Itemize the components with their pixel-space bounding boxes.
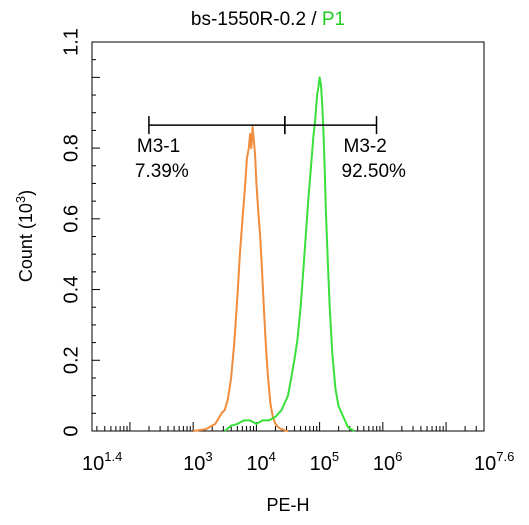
x-tick-exponent: 4	[269, 449, 276, 464]
x-tick-exponent: 1.4	[104, 449, 122, 464]
series-layer	[193, 76, 355, 432]
gate-percent: 7.39%	[135, 161, 189, 182]
chart-title-separator: /	[306, 9, 322, 30]
x-axis-label: PE-H	[266, 495, 309, 515]
x-tick-label: 106	[373, 449, 402, 475]
x-tick-exponent: 6	[395, 449, 402, 464]
x-tick-label: 103	[183, 449, 212, 475]
y-tick-label: 1.1	[60, 28, 82, 56]
x-tick-label: 104	[246, 449, 275, 475]
chart-title-sample: bs-1550R-0.2	[191, 9, 306, 30]
y-axis-ticks: 0 0.2 0.4 0.6 0.8 1.1	[60, 28, 100, 437]
x-tick-base: 10	[310, 453, 332, 475]
gate-name: M3-1	[137, 136, 180, 157]
histogram-series-1	[193, 125, 289, 432]
x-tick-label: 107.6	[474, 449, 514, 475]
gate-layer: M3-1 7.39% M3-2 92.50%	[135, 116, 406, 182]
plot-frame	[91, 41, 485, 432]
histogram-series-2	[224, 76, 355, 432]
y-axis-label: Count (103)	[13, 190, 36, 282]
x-tick-base: 10	[82, 453, 104, 475]
chart-title-gate: P1	[322, 9, 345, 30]
x-tick-label: 101.4	[82, 449, 122, 475]
y-tick-label: 0.4	[60, 276, 82, 304]
gate-percent: 92.50%	[342, 161, 407, 182]
gate-name: M3-2	[344, 136, 387, 157]
x-tick-base: 10	[183, 453, 205, 475]
y-tick-label: 0	[60, 425, 82, 436]
y-axis-label-main: Count (10	[16, 203, 36, 282]
x-tick-exponent: 7.6	[496, 449, 514, 464]
x-tick-exponent: 3	[205, 449, 212, 464]
x-tick-exponent: 5	[332, 449, 339, 464]
y-tick-label: 0.2	[60, 346, 82, 374]
chart-title: bs-1550R-0.2 / P1	[191, 9, 345, 30]
x-tick-base: 10	[246, 453, 268, 475]
x-tick-label: 105	[310, 449, 339, 475]
x-tick-base: 10	[474, 453, 496, 475]
y-tick-label: 0.8	[60, 134, 82, 162]
y-axis-label-close: )	[16, 190, 36, 196]
y-tick-label: 0.6	[60, 205, 82, 233]
x-axis-ticks: 101.4 103 104 105 106 107.6	[82, 422, 514, 475]
y-axis-label-exponent: 3	[13, 196, 28, 203]
x-tick-base: 10	[373, 453, 395, 475]
